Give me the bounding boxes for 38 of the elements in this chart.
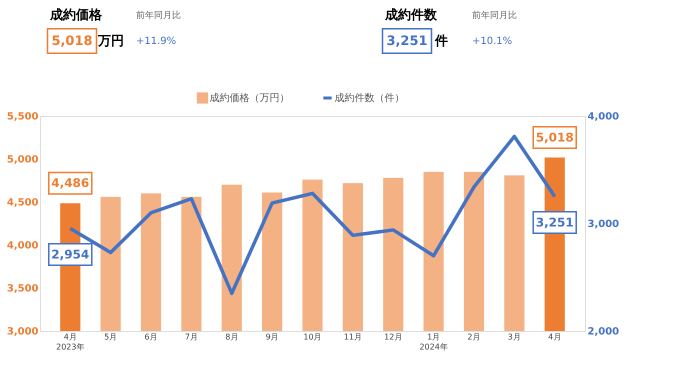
x-tick-label: 8月 — [225, 332, 238, 342]
x-tick-label: 2月 — [467, 332, 481, 342]
data-label: 5,018 — [536, 130, 574, 144]
y2-tick-label: 2,000 — [588, 326, 620, 338]
y2-tick-label: 3,000 — [588, 219, 620, 230]
data-label: 2,954 — [51, 247, 90, 262]
x-tick-label: 9月 — [266, 332, 279, 342]
x-tick-label: 4月 — [548, 332, 562, 342]
x-tick-label: 12月 — [384, 332, 402, 342]
text: 前年同月比 — [472, 10, 517, 21]
x-tick-label: 7月 — [184, 332, 198, 342]
text: 前年同月比 — [136, 10, 181, 21]
x-tick-label: 6月 — [144, 332, 158, 342]
x-tick-label: 4月 2023年 — [56, 332, 84, 352]
legend-label: 成約件数（件） — [334, 92, 404, 104]
text: 成約価格 — [49, 8, 103, 23]
data-label: 3,251 — [536, 216, 574, 230]
text: 3,251 — [386, 34, 428, 49]
text: 万円 — [97, 34, 124, 49]
y-tick-label: 4,000 — [6, 240, 39, 252]
text: +10.1% — [472, 36, 512, 47]
text: +11.9% — [136, 36, 176, 47]
y-tick-label: 5,000 — [6, 154, 39, 166]
x-tick-label: 10月 — [303, 332, 322, 342]
x-tick-label: 1月 2024年 — [419, 332, 448, 352]
text: 成約件数 — [384, 8, 438, 23]
x-tick-label: 5月 — [104, 332, 118, 342]
y-tick-label: 3,500 — [6, 284, 39, 294]
data-label: 4,486 — [51, 176, 90, 190]
text: 5,018 — [51, 34, 93, 49]
y2-tick-label: 4,000 — [588, 112, 620, 122]
x-tick-label: 11月 — [344, 332, 362, 342]
x-tick-label: 3月 — [508, 332, 521, 342]
legend-label: 成約価格（万円） — [210, 92, 290, 104]
y-tick-label: 5,500 — [6, 112, 39, 122]
text: 件 — [434, 34, 448, 49]
y-tick-label: 3,000 — [6, 326, 39, 338]
y-tick-label: 4,500 — [6, 198, 39, 208]
